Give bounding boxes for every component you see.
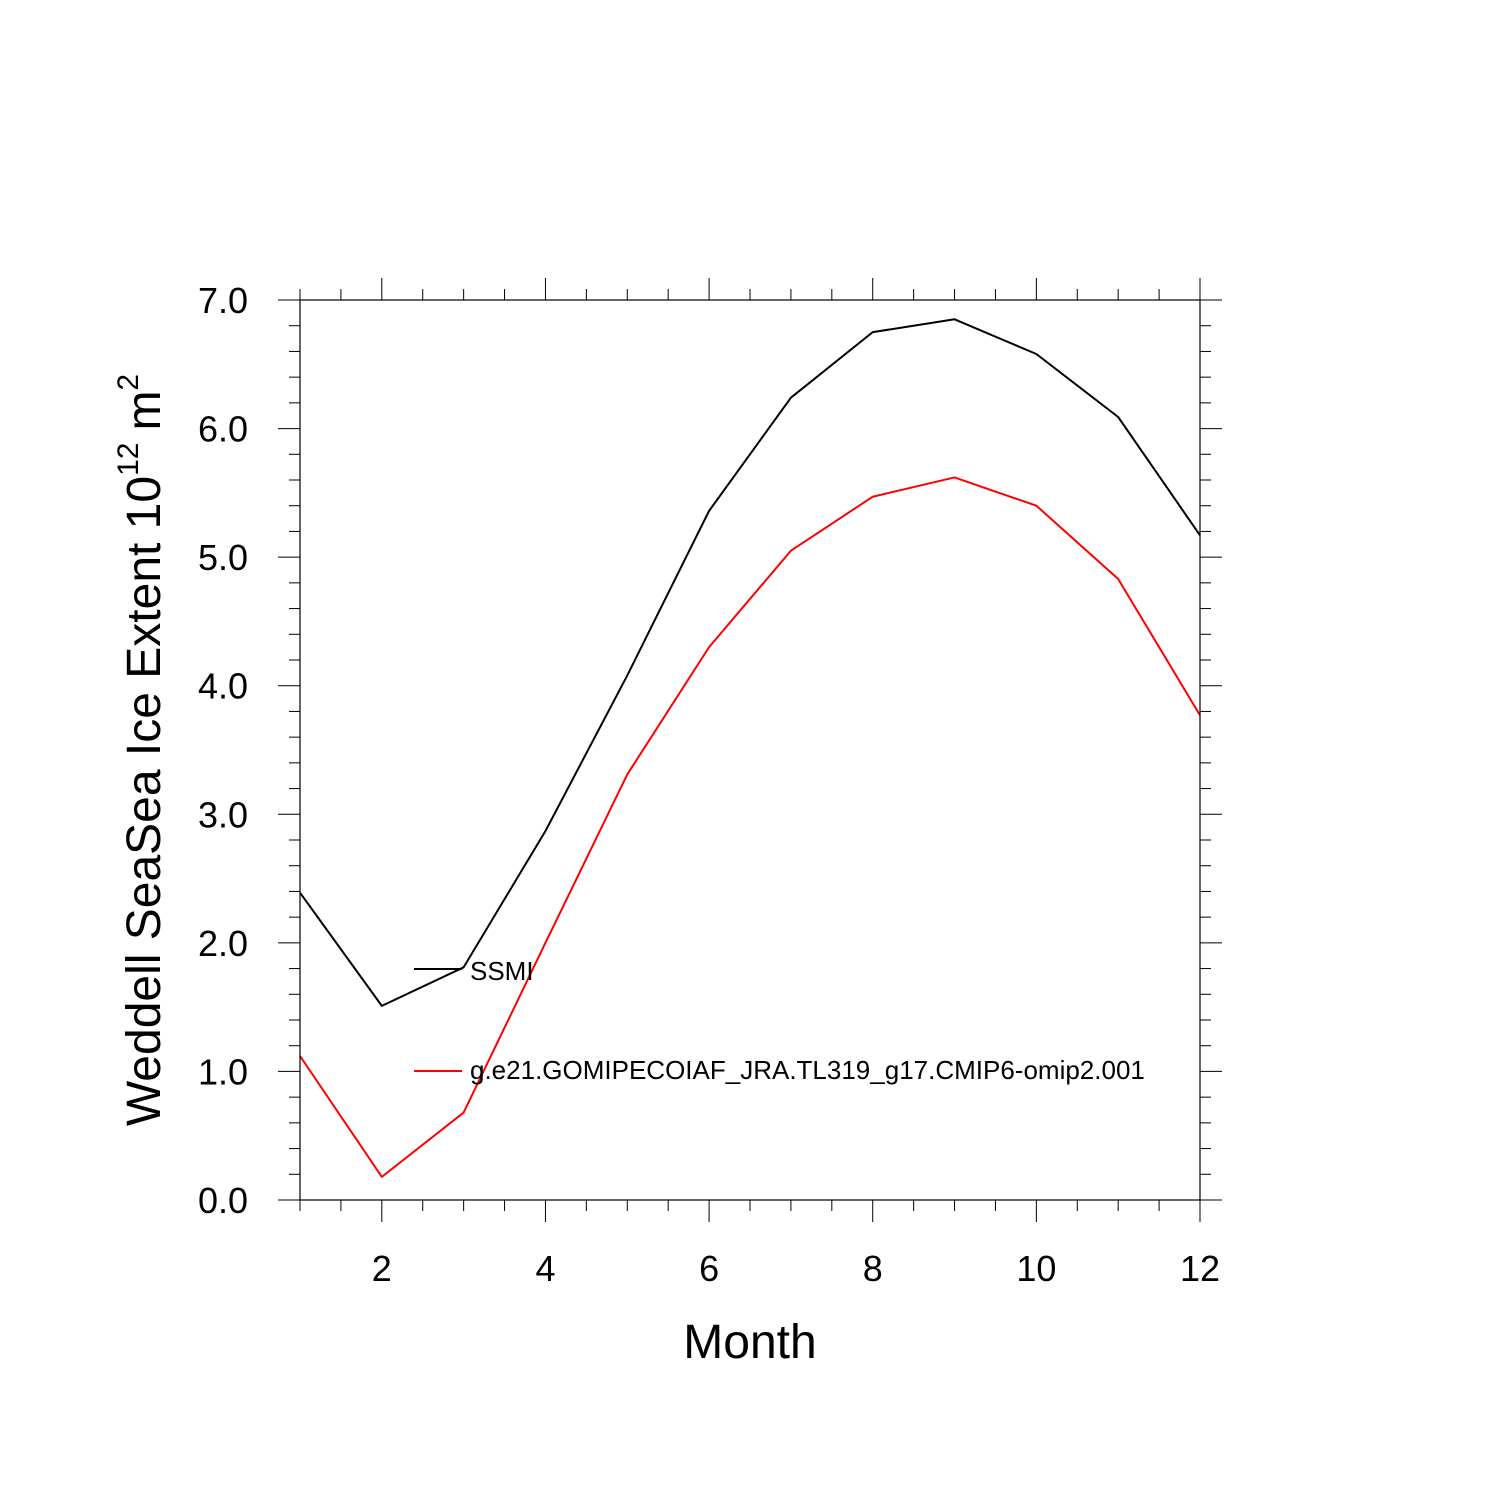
x-tick-label: 10 (1016, 1248, 1056, 1289)
x-tick-label: 6 (699, 1248, 719, 1289)
y-axis-title-unit-exponent: 2 (112, 374, 145, 391)
x-tick-label: 2 (372, 1248, 392, 1289)
x-axis-title: Month (683, 1316, 816, 1369)
y-axis-title-main: Weddell SeaSea Ice Extent 10 (118, 476, 171, 1126)
y-axis-title-unit: m (118, 391, 171, 431)
tick-marks (278, 278, 1222, 1222)
legend-label-model: g.e21.GOMIPECOIAF_JRA.TL319_g17.CMIP6-om… (470, 1055, 1145, 1085)
tick-labels: 2 4 6 8 10 12 0.0 1.0 2.0 3.0 4.0 5.0 6.0 7.0 (198, 280, 1220, 1289)
y-tick-label: 6.0 (198, 409, 248, 450)
y-tick-label: 3.0 (198, 794, 248, 835)
series-line-ssmi (299, 318, 1201, 1007)
x-tick-label: 4 (535, 1248, 555, 1289)
legend: SSMI g.e21.GOMIPECOIAF_JRA.TL319_g17.CMI… (414, 956, 1145, 1085)
y-tick-label: 0.0 (198, 1180, 248, 1221)
y-tick-label: 7.0 (198, 280, 248, 321)
x-tick-label: 8 (863, 1248, 883, 1289)
y-tick-label: 5.0 (198, 537, 248, 578)
x-tick-label: 12 (1180, 1248, 1220, 1289)
y-tick-label: 4.0 (198, 666, 248, 707)
series-line-model (299, 476, 1201, 1178)
y-tick-label: 2.0 (198, 923, 248, 964)
y-axis-title: Weddell SeaSea Ice Extent 1012 m2 (112, 374, 171, 1126)
y-tick-label: 1.0 (198, 1051, 248, 1092)
y-axis-title-exponent: 12 (112, 443, 145, 476)
series-lines (299, 318, 1201, 1178)
plot-frame (299, 299, 1201, 1201)
legend-label-ssmi: SSMI (470, 956, 534, 986)
